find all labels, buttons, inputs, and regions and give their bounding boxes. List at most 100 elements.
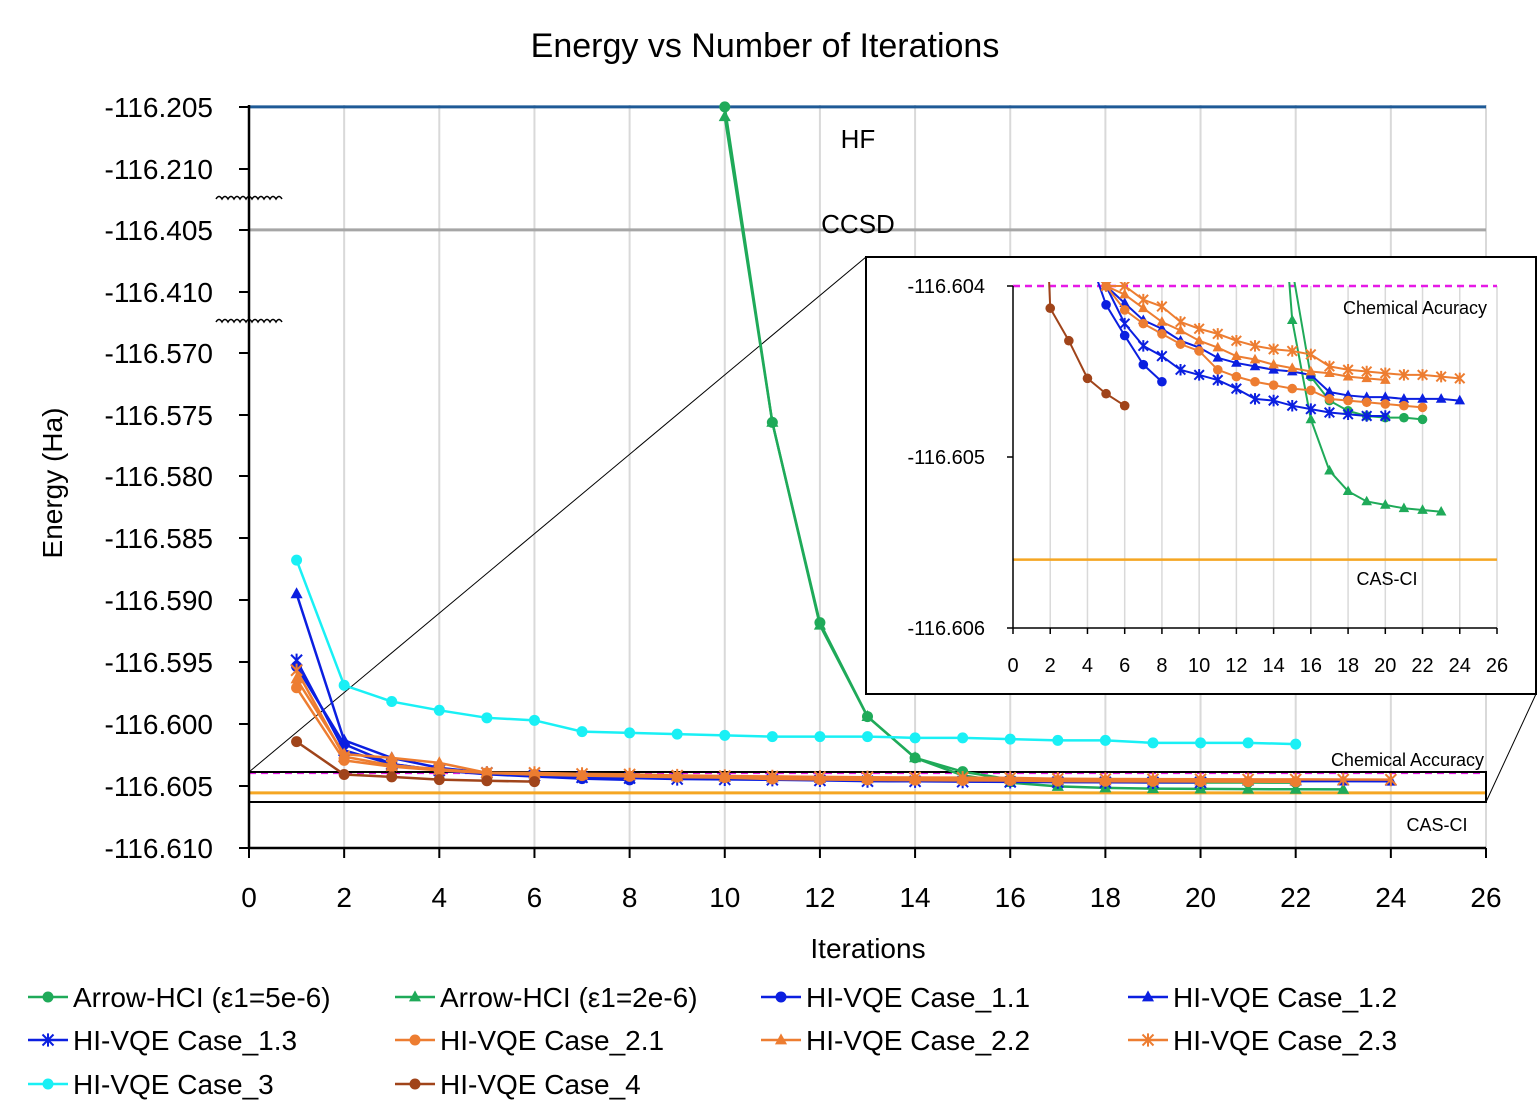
inset-data-point xyxy=(1193,334,1205,345)
data-point xyxy=(481,712,493,724)
axis-break-mark xyxy=(215,195,283,201)
inset-data-point xyxy=(1305,348,1317,361)
inset-data-point xyxy=(1380,399,1391,409)
legend-swatch-marker xyxy=(1141,990,1155,1002)
inset-data-point xyxy=(1398,502,1410,513)
ref-label-chemical-accuracy: Chemical Accuracy xyxy=(1331,750,1484,770)
inset-data-point xyxy=(1342,408,1354,421)
inset-data-point xyxy=(1156,316,1168,326)
legend-item-hi-vqe-case-2-1: HI-VQE Case_2.1 xyxy=(395,1025,664,1056)
legend-label: Arrow-HCI (ε1=2e-6) xyxy=(440,982,698,1013)
inset-data-point xyxy=(1231,357,1242,367)
inset-x-tick-label: 0 xyxy=(1007,655,1018,677)
data-point xyxy=(766,769,779,783)
zoom-connector-top xyxy=(248,256,867,773)
inset-series-hi-vqe-case-2-3 xyxy=(1100,282,1466,385)
data-point xyxy=(290,587,303,599)
series-hi-vqe-case-3 xyxy=(291,554,1302,750)
ref-label-cas-ci: CAS-CI xyxy=(1406,815,1467,835)
x-tick-label: 20 xyxy=(1185,882,1216,913)
inset-x-tick-label: 14 xyxy=(1262,655,1284,677)
inset-data-point xyxy=(1379,410,1391,422)
inset-data-point xyxy=(1082,373,1093,384)
y-tick-label: -116.205 xyxy=(105,92,213,123)
data-point xyxy=(813,618,826,630)
inset-data-point xyxy=(1268,380,1279,390)
inset-data-point xyxy=(1250,376,1260,387)
inset-data-point xyxy=(1212,374,1224,386)
series-hi-vqe-case-2-3 xyxy=(290,663,1398,787)
data-point xyxy=(528,776,540,788)
data-point xyxy=(338,769,350,781)
axis-break-mark xyxy=(215,318,283,324)
inset-label-cas-ci: CAS-CI xyxy=(1356,569,1417,589)
legend-label: HI-VQE Case_2.3 xyxy=(1173,1025,1397,1056)
data-point xyxy=(386,771,398,783)
inset-data-point xyxy=(1156,300,1168,313)
inset-data-point xyxy=(1380,374,1391,384)
y-tick-label: -116.410 xyxy=(105,277,213,308)
data-point xyxy=(1146,772,1160,786)
legend-swatch-marker xyxy=(774,1033,788,1045)
inset-x-tick-label: 12 xyxy=(1225,655,1247,677)
chart-title: Energy vs Number of Iterations xyxy=(531,27,1000,65)
inset-data-point xyxy=(1175,339,1186,349)
inset-data-point xyxy=(1249,360,1261,371)
inset-series-line xyxy=(1097,282,1163,383)
data-point xyxy=(908,770,922,785)
inset-data-point xyxy=(1268,358,1279,369)
inset-data-point xyxy=(1119,282,1131,292)
inset-data-point xyxy=(1398,393,1410,403)
inset-data-point xyxy=(1064,335,1074,346)
data-point xyxy=(385,751,398,763)
data-point xyxy=(1051,772,1065,786)
data-point xyxy=(433,762,446,776)
inset-label-chemical-accuracy: Chemical Acuracy xyxy=(1343,298,1487,318)
inset-data-point xyxy=(1119,305,1130,315)
inset-x-tick-label: 20 xyxy=(1374,655,1396,677)
inset-data-point xyxy=(1193,322,1205,335)
data-point xyxy=(671,728,683,740)
inset-data-point xyxy=(1435,370,1447,383)
x-tick-label: 10 xyxy=(709,882,740,913)
data-point xyxy=(1241,772,1255,787)
inset-data-point xyxy=(1286,399,1298,412)
inset-series-line xyxy=(1104,282,1386,382)
inset-data-point xyxy=(1157,376,1167,387)
inset-series-line xyxy=(1288,282,1442,513)
inset-data-point xyxy=(1045,303,1056,314)
legend-swatch-marker xyxy=(41,1033,55,1047)
inset-y-tick-label: -116.605 xyxy=(908,447,985,469)
legend-swatch-marker xyxy=(409,1078,421,1090)
data-point xyxy=(623,767,636,781)
data-point xyxy=(670,768,684,783)
legend-swatch-marker xyxy=(409,1034,421,1046)
inset-data-point xyxy=(1343,395,1353,406)
inset-x-tick-label: 6 xyxy=(1119,655,1130,677)
inset-data-point xyxy=(1342,485,1354,496)
data-point xyxy=(957,732,969,744)
inset-data-point xyxy=(1324,464,1335,475)
legend-swatch-marker xyxy=(1141,1033,1155,1047)
legend-item-hi-vqe-case-3: HI-VQE Case_3 xyxy=(28,1069,274,1100)
inset-data-point xyxy=(1342,364,1354,376)
data-point xyxy=(576,726,588,738)
inset-data-point xyxy=(1230,382,1242,395)
inset-data-point xyxy=(1454,394,1466,405)
data-point xyxy=(1384,773,1398,787)
inset-data-point xyxy=(1305,413,1317,424)
inset-data-point xyxy=(1399,412,1409,423)
data-point xyxy=(766,415,779,427)
series-line xyxy=(295,559,1296,746)
x-tick-label: 6 xyxy=(527,882,543,913)
inset-data-point xyxy=(1286,345,1298,357)
inset-series-hi-vqe-case-4 xyxy=(1045,282,1130,411)
x-tick-label: 24 xyxy=(1375,882,1406,913)
inset-x-tick-label: 8 xyxy=(1156,655,1167,677)
inset-data-point xyxy=(1287,383,1298,394)
inset-series-line xyxy=(1103,282,1460,380)
data-point xyxy=(433,774,445,786)
data-point xyxy=(1004,733,1016,745)
y-tick-label: -116.580 xyxy=(105,461,213,492)
